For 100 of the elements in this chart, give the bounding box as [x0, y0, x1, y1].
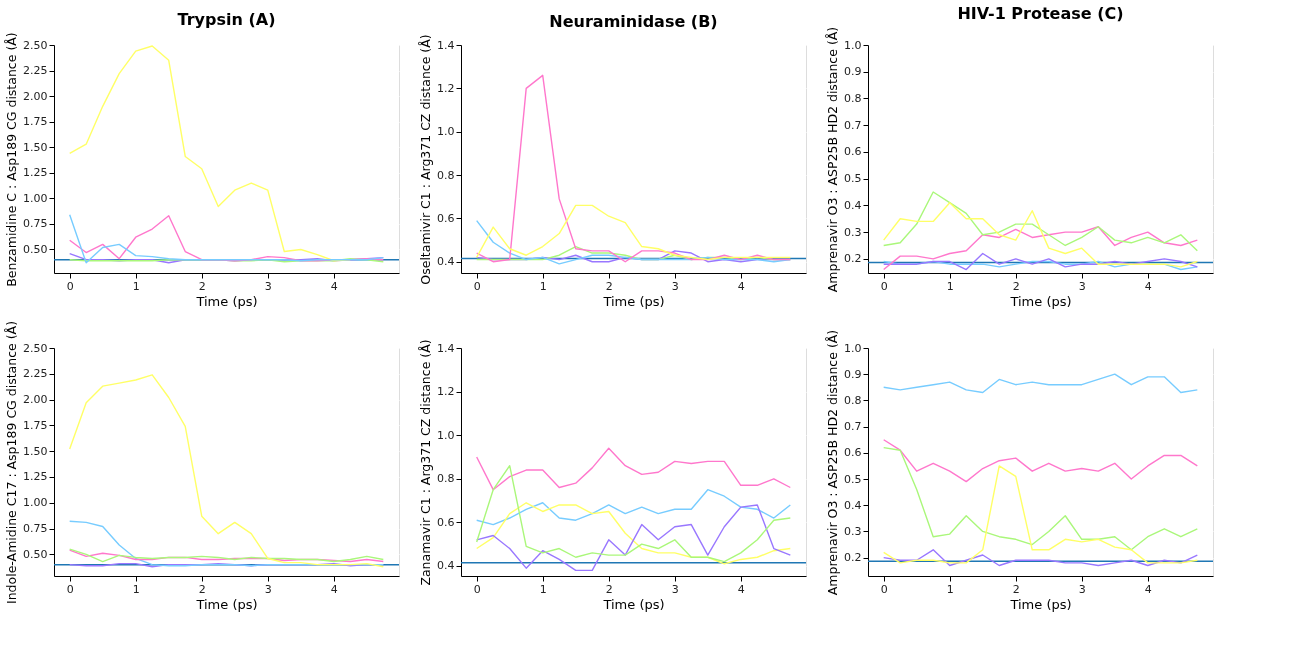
y-tick-label: 0.7: [844, 420, 862, 434]
line-series: [882, 202, 1199, 268]
line-series: [475, 219, 792, 265]
y-tick-label: 1.0: [437, 428, 455, 442]
chart-title: HIV-1 Protease (C): [957, 4, 1124, 24]
x-tick-label: 1: [132, 279, 140, 293]
line-series: [475, 488, 792, 526]
x-axis-title: Time (ps): [195, 596, 258, 612]
y-tick-label: 0.4: [844, 198, 862, 212]
chart-title: Neuraminidase (B): [549, 11, 718, 31]
y-tick-label: 0.3: [844, 524, 862, 538]
x-tick-label: 0: [473, 279, 481, 293]
x-tick-label: 2: [1012, 582, 1020, 596]
x-axis-title: Time (ps): [195, 293, 258, 309]
x-tick-label: 1: [539, 279, 547, 293]
x-tick-label: 0: [473, 582, 481, 596]
line-series: [882, 373, 1199, 394]
y-tick-label: 1.4: [437, 341, 455, 355]
y-tick-label: 1.0: [844, 341, 862, 355]
y-tick-label: 0.8: [437, 472, 455, 486]
x-tick-label: 4: [1144, 582, 1152, 596]
line-series: [475, 447, 792, 491]
x-tick-label: 2: [198, 279, 206, 293]
y-tick-label: 0.50: [23, 242, 48, 256]
line-series: [882, 191, 1199, 252]
x-tick-label: 4: [330, 279, 338, 293]
y-tick-label: 1.2: [437, 385, 455, 399]
x-tick-label: 0: [880, 582, 888, 596]
x-axis-title: Time (ps): [1009, 293, 1072, 309]
y-tick-label: 2.50: [23, 38, 48, 52]
y-tick-label: 0.5: [844, 472, 862, 486]
line-series: [475, 204, 792, 261]
y-tick-label: 0.8: [844, 393, 862, 407]
x-tick-label: 1: [132, 582, 140, 596]
y-tick-label: 0.2: [844, 551, 862, 565]
y-tick-label: 1.75: [23, 115, 48, 129]
y-axis-title: Amprenavir O3 : ASP25B HD2 distance (Å): [825, 26, 841, 293]
y-tick-label: 1.00: [23, 191, 48, 205]
line-series: [475, 74, 792, 263]
x-axis-title: Time (ps): [602, 293, 665, 309]
chart-title: Trypsin (A): [177, 9, 276, 29]
y-tick-label: 0.8: [844, 91, 862, 105]
x-tick-label: 2: [605, 582, 613, 596]
y-tick-label: 0.7: [844, 118, 862, 132]
x-tick-label: 3: [1078, 279, 1086, 293]
y-tick-label: 0.6: [437, 515, 455, 529]
y-axis-title: Oseltamivir C1 : Arg371 CZ distance (Å): [418, 34, 434, 285]
y-tick-label: 1.50: [23, 140, 48, 154]
line-series: [882, 252, 1199, 271]
y-axis-title: Zanamavir C1 : Arg371 CZ distance (Å): [418, 339, 434, 586]
y-axis-title: Amprenavir O3 : ASP25B HD2 distance (Å): [825, 329, 841, 596]
x-tick-label: 2: [198, 582, 206, 596]
y-axis-title: Benzamidine C : Asp189 CG distance (Å): [4, 32, 20, 287]
y-tick-label: 0.5: [844, 172, 862, 186]
x-tick-label: 1: [946, 582, 954, 596]
x-tick-label: 4: [737, 582, 745, 596]
y-tick-label: 1.4: [437, 38, 455, 52]
y-tick-label: 0.8: [437, 168, 455, 182]
x-tick-label: 3: [1078, 582, 1086, 596]
y-tick-label: 1.50: [23, 444, 48, 458]
line-series: [68, 45, 351, 262]
y-tick-label: 0.6: [844, 145, 862, 159]
line-series: [882, 226, 1199, 271]
x-tick-label: 1: [946, 279, 954, 293]
y-tick-label: 1.0: [844, 38, 862, 52]
x-axis-title: Time (ps): [602, 596, 665, 612]
y-tick-label: 1.75: [23, 418, 48, 432]
y-tick-label: 0.4: [437, 559, 455, 573]
y-tick-label: 0.6: [844, 446, 862, 460]
y-tick-label: 0.2: [844, 252, 862, 266]
line-series: [475, 465, 792, 563]
y-tick-label: 2.25: [23, 64, 48, 78]
line-series: [882, 549, 1199, 567]
y-tick-label: 0.4: [844, 498, 862, 512]
x-tick-label: 3: [671, 582, 679, 596]
x-tick-label: 3: [671, 279, 679, 293]
y-tick-label: 0.75: [23, 217, 48, 231]
y-tick-label: 1.25: [23, 470, 48, 484]
line-series: [882, 446, 1199, 551]
x-tick-label: 3: [264, 582, 272, 596]
y-tick-label: 1.00: [23, 496, 48, 510]
x-tick-label: 4: [737, 279, 745, 293]
x-axis-title: Time (ps): [1009, 596, 1072, 612]
y-tick-label: 2.00: [23, 393, 48, 407]
x-tick-label: 4: [330, 582, 338, 596]
y-tick-label: 1.0: [437, 125, 455, 139]
x-tick-label: 0: [880, 279, 888, 293]
line-series: [882, 465, 1199, 564]
y-tick-label: 2.00: [23, 89, 48, 103]
y-tick-label: 0.75: [23, 522, 48, 536]
y-tick-label: 1.2: [437, 81, 455, 95]
x-tick-label: 1: [539, 582, 547, 596]
y-tick-label: 0.50: [23, 547, 48, 561]
y-tick-label: 0.9: [844, 65, 862, 79]
x-tick-label: 0: [66, 582, 74, 596]
y-tick-label: 0.9: [844, 367, 862, 381]
x-tick-label: 3: [264, 279, 272, 293]
y-tick-label: 0.6: [437, 211, 455, 225]
x-tick-label: 2: [1012, 279, 1020, 293]
x-tick-label: 0: [66, 279, 74, 293]
